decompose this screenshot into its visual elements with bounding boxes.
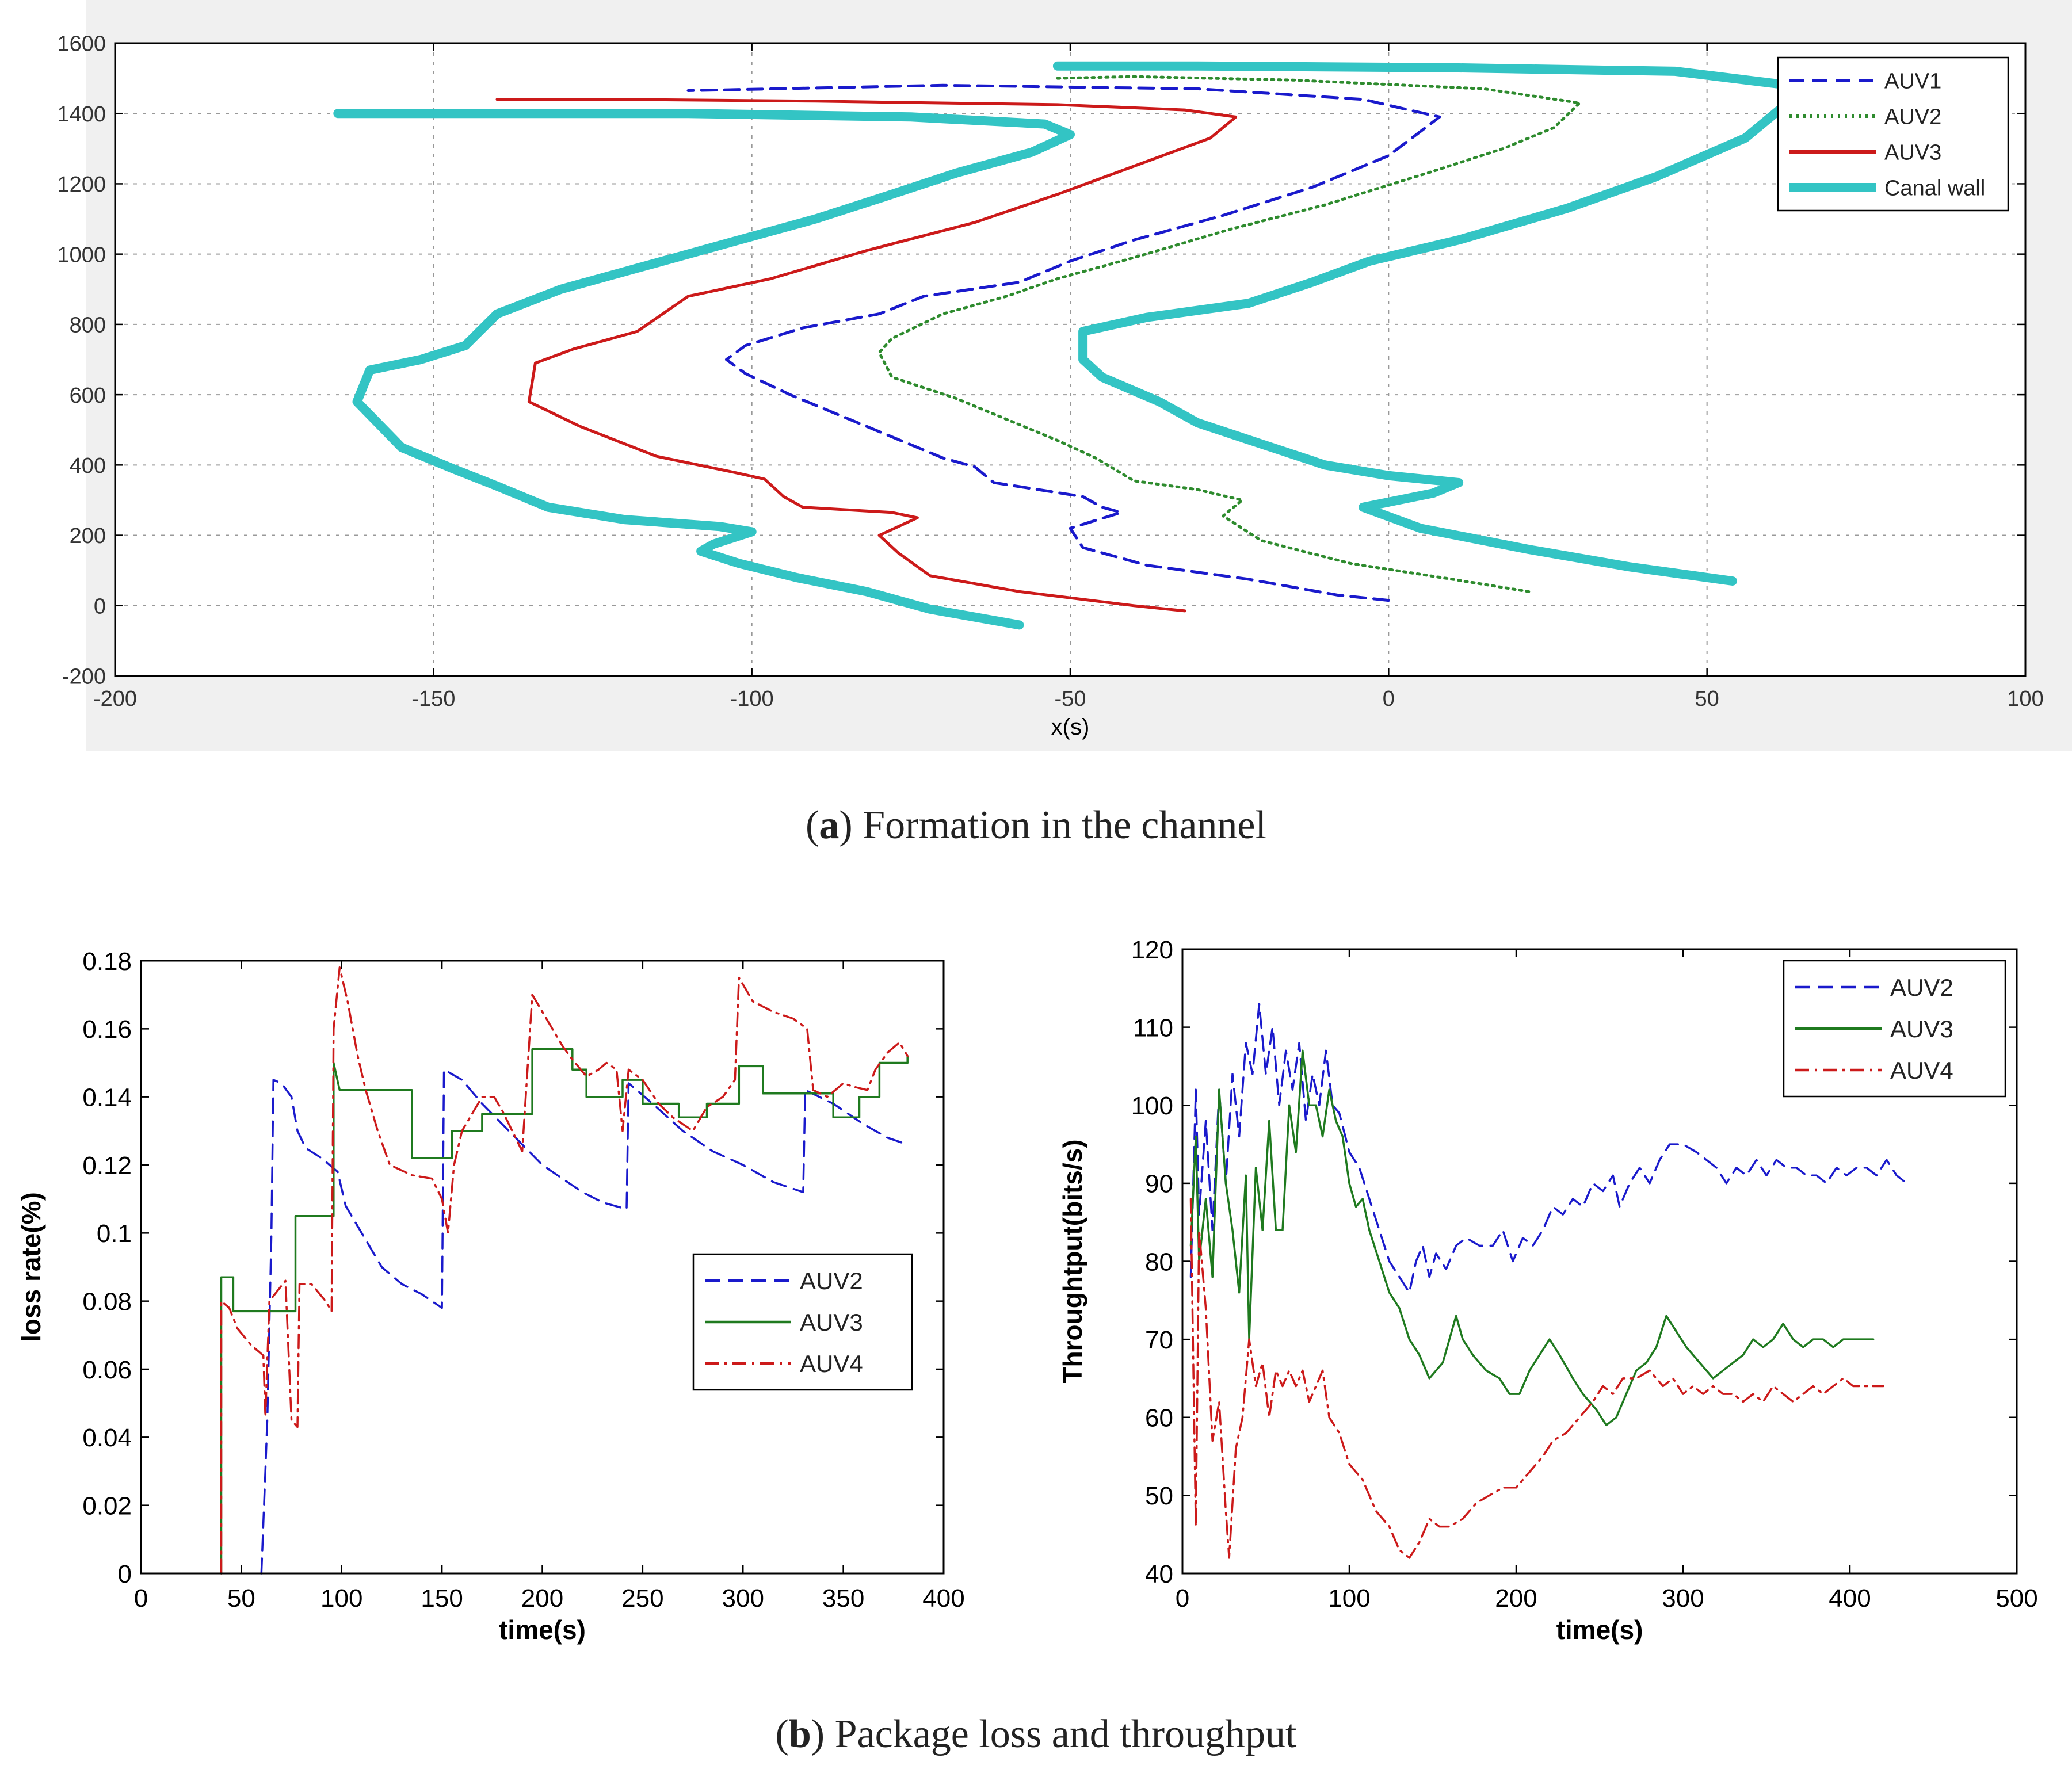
loss-rate-series-auv2 xyxy=(260,1068,909,1575)
formation-ytick-label: 400 xyxy=(70,454,106,478)
throughput-legend-label-auv2: AUV2 xyxy=(1890,974,1953,1001)
loss-rate-xtick-label: 0 xyxy=(134,1584,148,1613)
throughput-chart: 0 100 200 300 400 500 40 50 60 70 80 90 100 110 120 tim… xyxy=(1058,936,2038,1645)
throughput-ytick-label: 60 xyxy=(1145,1404,1173,1432)
formation-ytick-label: 200 xyxy=(70,524,106,548)
throughput-series-auv3 xyxy=(1189,1049,1875,1427)
caption-a-letter: a xyxy=(819,803,840,847)
throughput-xtick-label: 400 xyxy=(1829,1584,1871,1613)
throughput-xtick-label: 0 xyxy=(1176,1584,1189,1613)
throughput-xtick-label: 500 xyxy=(1995,1584,2037,1613)
formation-ytick-label: 600 xyxy=(70,384,106,408)
throughput-x-axis-label: time(s) xyxy=(1556,1615,1643,1645)
loss-rate-panel: 0 50 100 150 200 250 300 350 400 0 0.02 0.04 0.06 0.0… xyxy=(0,897,1007,1663)
loss-rate-xtick-label: 400 xyxy=(922,1584,964,1613)
formation-series-auv2 xyxy=(877,75,1581,593)
formation-ytick-label: 1600 xyxy=(57,32,106,56)
loss-rate-ytick-label: 0 xyxy=(118,1560,132,1588)
formation-ytick-label: -200 xyxy=(62,665,106,689)
loss-rate-xtick-label: 250 xyxy=(621,1584,663,1613)
formation-series-auv1 xyxy=(686,83,1441,602)
throughput-ytick-label: 90 xyxy=(1145,1170,1173,1198)
throughput-ytick-label: 50 xyxy=(1145,1482,1173,1510)
formation-series-canal-wall xyxy=(333,109,1075,630)
caption-b-letter: b xyxy=(788,1712,811,1756)
loss-rate-xtick-label: 200 xyxy=(521,1584,563,1613)
loss-rate-xtick-label: 100 xyxy=(320,1584,362,1613)
loss-rate-xtick-label: 350 xyxy=(822,1584,864,1613)
loss-rate-chart: 0 50 100 150 200 250 300 350 400 0 0.02 0.04 0.06 0.0… xyxy=(16,947,965,1645)
loss-rate-ytick-label: 0.04 xyxy=(82,1424,132,1452)
formation-ytick-label: 1200 xyxy=(57,173,106,197)
formation-xtick-label: -100 xyxy=(730,687,774,711)
formation-x-axis-label: x(s) xyxy=(1051,715,1090,740)
loss-rate-xtick-label: 300 xyxy=(722,1584,764,1613)
formation-legend-label-canal-wall: Canal wall xyxy=(1884,177,1985,201)
loss-rate-xtick-label: 150 xyxy=(421,1584,463,1613)
loss-rate-ytick-label: 0.02 xyxy=(82,1492,132,1520)
throughput-xtick-label: 300 xyxy=(1662,1584,1704,1613)
loss-rate-ytick-label: 0.16 xyxy=(82,1015,132,1044)
caption-b-text: Package loss and throughput xyxy=(834,1712,1297,1756)
formation-xtick-label: -50 xyxy=(1055,687,1086,711)
formation-xtick-label: 100 xyxy=(2007,687,2043,711)
loss-rate-xtick-label: 50 xyxy=(227,1584,255,1613)
formation-legend-label-auv3: AUV3 xyxy=(1884,141,1941,165)
loss-rate-ytick-label: 0.08 xyxy=(82,1288,132,1316)
formation-xtick-label: 0 xyxy=(1383,687,1395,711)
loss-rate-ytick-label: 0.1 xyxy=(97,1220,132,1248)
throughput-xtick-label: 100 xyxy=(1328,1584,1370,1613)
formation-chart: -200 -150 -100 -50 0 50 100 -200 0 200 400 600 800 10… xyxy=(57,0,2072,751)
loss-rate-legend-label-auv2: AUV2 xyxy=(800,1267,863,1294)
caption-b: (b) Package loss and throughput xyxy=(775,1712,1297,1756)
throughput-ytick-label: 40 xyxy=(1145,1560,1173,1588)
loss-rate-y-axis-label: loss rate(%) xyxy=(16,1192,46,1342)
throughput-panel: 0 100 200 300 400 500 40 50 60 70 80 90 100 110 120 tim… xyxy=(1047,897,2072,1663)
formation-panel: -200 -150 -100 -50 0 50 100 -200 0 200 400 600 800 10… xyxy=(0,0,2072,794)
formation-ytick-label: 1400 xyxy=(57,102,106,127)
loss-rate-series-auv4 xyxy=(220,966,909,1575)
loss-rate-ytick-label: 0.18 xyxy=(82,947,132,976)
loss-rate-ytick-label: 0.14 xyxy=(82,1084,132,1112)
loss-rate-legend-label-auv4: AUV4 xyxy=(800,1350,863,1377)
formation-ytick-label: 1000 xyxy=(57,243,106,267)
throughput-ytick-label: 120 xyxy=(1131,936,1173,964)
throughput-series-auv4 xyxy=(1189,1198,1884,1559)
loss-rate-ytick-label: 0.12 xyxy=(82,1152,132,1180)
formation-legend-label-auv1: AUV1 xyxy=(1884,70,1941,94)
loss-rate-x-axis-label: time(s) xyxy=(499,1615,586,1645)
caption-a-text: Formation in the channel xyxy=(863,803,1266,847)
formation-xtick-label: -150 xyxy=(411,687,455,711)
loss-rate-legend-label-auv3: AUV3 xyxy=(800,1309,863,1336)
loss-rate-ytick-label: 0.06 xyxy=(82,1356,132,1384)
caption-a: (a) Formation in the channel xyxy=(806,803,1266,847)
throughput-ytick-label: 100 xyxy=(1131,1092,1173,1120)
throughput-legend-label-auv4: AUV4 xyxy=(1890,1057,1953,1084)
throughput-xtick-label: 200 xyxy=(1495,1584,1537,1613)
throughput-ytick-label: 70 xyxy=(1145,1326,1173,1354)
throughput-y-axis-label: Throughtput(bits/s) xyxy=(1058,1139,1087,1383)
throughput-ytick-label: 110 xyxy=(1133,1014,1173,1042)
throughput-ytick-label: 80 xyxy=(1145,1248,1173,1276)
formation-ytick-label: 800 xyxy=(70,314,106,338)
formation-xtick-label: 50 xyxy=(1695,687,1719,711)
formation-xtick-label: -200 xyxy=(93,687,137,711)
formation-legend-label-auv2: AUV2 xyxy=(1884,105,1941,129)
throughput-legend-label-auv3: AUV3 xyxy=(1890,1015,1953,1042)
formation-ytick-label: 0 xyxy=(94,594,106,618)
formation-series-auv3 xyxy=(495,98,1238,613)
